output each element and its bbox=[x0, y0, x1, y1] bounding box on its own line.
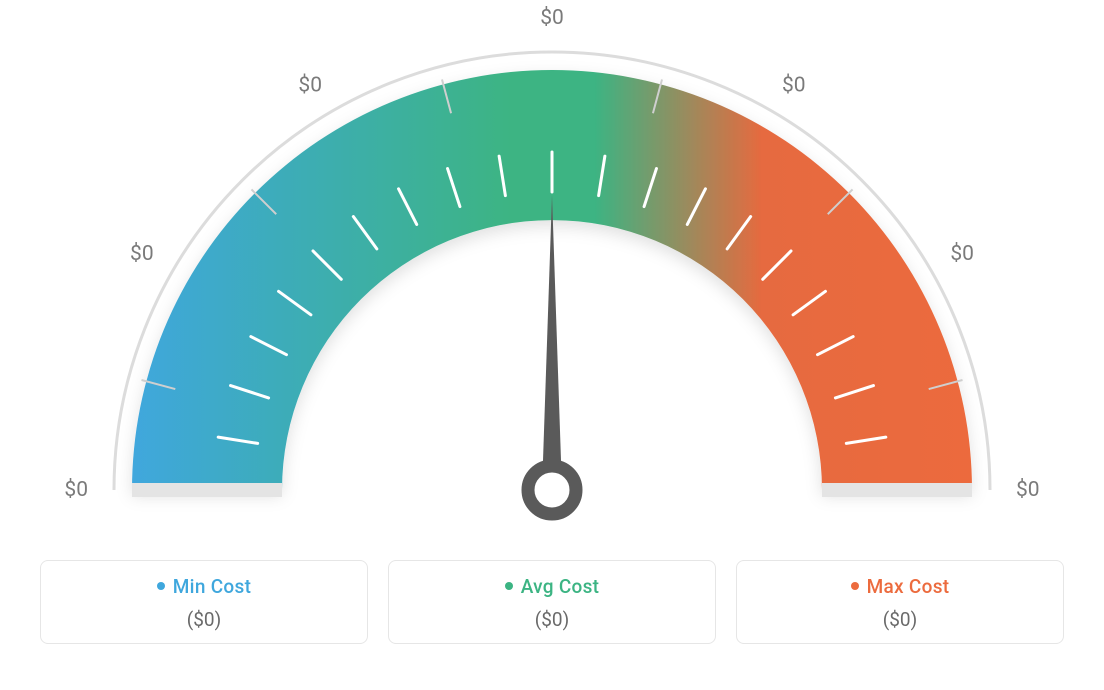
legend-card-min: Min Cost ($0) bbox=[40, 560, 368, 644]
svg-text:$0: $0 bbox=[950, 242, 974, 266]
svg-text:$0: $0 bbox=[64, 478, 88, 502]
gauge-chart: $0 $0 $0 $0 $0 $0 $0 bbox=[0, 0, 1104, 560]
legend-title-max: Max Cost bbox=[747, 575, 1053, 598]
dot-icon bbox=[505, 582, 513, 590]
legend-card-max: Max Cost ($0) bbox=[736, 560, 1064, 644]
svg-text:$0: $0 bbox=[540, 6, 564, 30]
legend-title-text: Min Cost bbox=[173, 575, 251, 598]
legend-value-min: ($0) bbox=[51, 608, 357, 631]
legend-title-text: Avg Cost bbox=[521, 575, 600, 598]
dot-icon bbox=[157, 582, 165, 590]
cost-gauge-figure: $0 $0 $0 $0 $0 $0 $0 Min Cost ($0) Avg Cost ($… bbox=[0, 0, 1104, 690]
legend-title-avg: Avg Cost bbox=[399, 575, 705, 598]
gauge-svg: $0 $0 $0 $0 $0 $0 $0 bbox=[0, 0, 1104, 560]
svg-text:$0: $0 bbox=[298, 74, 322, 98]
svg-text:$0: $0 bbox=[130, 242, 154, 266]
legend-row: Min Cost ($0) Avg Cost ($0) Max Cost ($0… bbox=[0, 560, 1104, 644]
legend-card-avg: Avg Cost ($0) bbox=[388, 560, 716, 644]
legend-value-avg: ($0) bbox=[399, 608, 705, 631]
svg-text:$0: $0 bbox=[782, 74, 806, 98]
legend-value-max: ($0) bbox=[747, 608, 1053, 631]
legend-title-min: Min Cost bbox=[51, 575, 357, 598]
legend-title-text: Max Cost bbox=[867, 575, 950, 598]
dot-icon bbox=[851, 582, 859, 590]
svg-text:$0: $0 bbox=[1016, 478, 1040, 502]
